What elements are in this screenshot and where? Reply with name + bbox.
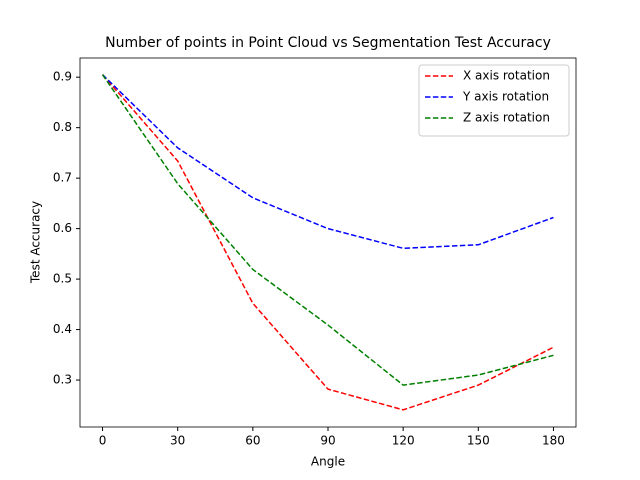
data-line	[101, 74, 554, 386]
legend-box	[418, 64, 570, 137]
x-tick-label: 30	[170, 434, 185, 448]
x-tick-label: 120	[392, 434, 415, 448]
x-tick-label: 60	[245, 434, 260, 448]
legend-label: Y axis rotation	[462, 90, 549, 104]
x-tick-label: 90	[320, 434, 335, 448]
chart-title: Number of points in Point Cloud vs Segme…	[105, 35, 551, 51]
x-tick-label: 150	[467, 434, 490, 448]
plot-frame	[79, 57, 577, 428]
legend: X axis rotation Y axis rotation Z axis rot…	[418, 64, 570, 137]
x-axis-label: Angle	[311, 455, 345, 469]
x-tick-label: 0	[99, 434, 107, 448]
data-line	[101, 74, 554, 411]
y-axis-label: Test Accuracy	[29, 201, 43, 284]
legend-label: X axis rotation	[463, 69, 550, 83]
data-line	[102, 74, 554, 250]
y-tick-label: 0.3	[53, 373, 72, 387]
y-tick-label: 0.6	[53, 221, 72, 235]
y-tick-label: 0.8	[53, 120, 72, 134]
legend-label: Z axis rotation	[463, 111, 550, 125]
y-tick-label: 0.4	[53, 322, 72, 336]
x-tick-label: 180	[542, 434, 565, 448]
y-tick-label: 0.9	[53, 70, 72, 84]
y-tick-label: 0.5	[53, 272, 72, 286]
y-tick-label: 0.7	[53, 171, 72, 185]
